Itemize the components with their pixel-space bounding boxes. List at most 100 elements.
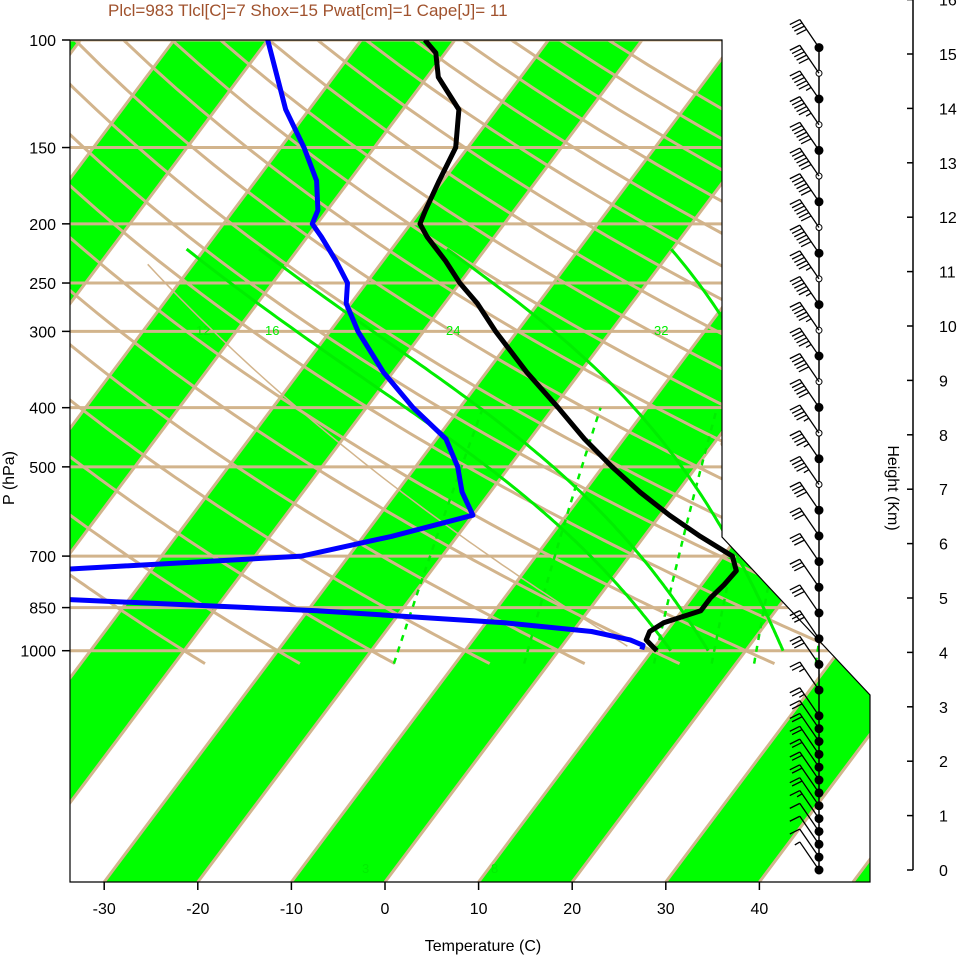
profile-layer <box>70 40 739 653</box>
x-tick-label: 10 <box>470 901 488 918</box>
wind-barb-shaft <box>799 828 820 858</box>
wind-barb-flag <box>789 224 801 231</box>
wind-barb <box>789 725 820 755</box>
wind-barb-flag <box>794 76 805 84</box>
height-tick-label: 12 <box>939 210 957 227</box>
wind-barb-flag <box>798 391 810 399</box>
height-tick-label: 11 <box>939 265 956 282</box>
mixing-ratio-label: 3 <box>362 861 369 876</box>
wind-barb-flag <box>794 51 805 58</box>
wind-level-marker <box>814 248 824 258</box>
wind-barb-flag <box>794 282 805 289</box>
dry-adiabat <box>219 40 870 666</box>
wind-barb-flag <box>789 147 801 154</box>
wind-barb-flag <box>791 703 803 710</box>
wind-barb-shaft <box>799 584 820 614</box>
wind-barb <box>789 481 820 511</box>
wind-barb <box>789 96 820 126</box>
wind-barb-shaft <box>799 713 820 742</box>
wind-barb <box>789 661 820 691</box>
wind-barb-flag <box>789 635 801 642</box>
wind-barb <box>789 764 820 794</box>
wind-barb-flag <box>794 231 805 238</box>
wind-barb <box>789 751 820 781</box>
wind-barb-flag <box>796 491 807 498</box>
wind-barb-shaft <box>799 777 820 807</box>
wind-barb-flag <box>791 433 803 440</box>
wind-barb-flag <box>789 70 801 77</box>
pressure-tick-label: 150 <box>29 141 56 158</box>
wind-barb-flag <box>794 513 805 521</box>
x-tick-label: -20 <box>186 901 209 918</box>
wind-barb-flag <box>789 327 801 334</box>
wind-barb-flag <box>789 198 801 206</box>
wind-barb-flag <box>789 815 801 822</box>
wind-barb-shaft <box>799 44 820 74</box>
wind-barb-flag <box>800 241 812 248</box>
parcel-trace <box>147 263 628 647</box>
pressure-tick-label: 1000 <box>20 644 56 661</box>
wind-barb-flag <box>789 18 801 26</box>
wind-barb <box>789 712 820 742</box>
wind-barb-shaft <box>799 533 820 562</box>
x-tick-label: -30 <box>93 901 116 918</box>
dry-adiabat <box>70 40 396 665</box>
wind-barb-shaft <box>799 224 820 254</box>
wind-barb-flag <box>791 47 803 55</box>
wind-barb-flag <box>791 690 803 697</box>
height-tick-label: 10 <box>939 319 957 336</box>
wind-barb-flag <box>789 661 801 668</box>
wind-barb-flag <box>791 407 803 414</box>
wind-barb-flag <box>796 337 807 344</box>
wind-barb <box>789 700 820 730</box>
wind-barb-flag <box>796 208 807 215</box>
dry-adiabat <box>170 40 870 666</box>
wind-barb <box>789 173 820 203</box>
wind-barb-flag <box>789 712 801 720</box>
wind-barb-flag <box>789 455 801 463</box>
height-tick-label: 2 <box>939 754 948 771</box>
axes-layer: -30 -20 -10 0 10 20 30 401001502002503004005007… <box>20 0 957 918</box>
wind-barb <box>789 507 820 537</box>
wind-barb <box>789 404 820 434</box>
wind-barb-shaft <box>799 700 820 730</box>
wind-barb-flag <box>800 215 812 222</box>
wind-barb-shaft <box>799 790 820 819</box>
wind-barb-flag <box>798 186 810 193</box>
isotherm-line <box>70 40 269 882</box>
pressure-tick-label: 250 <box>29 276 56 293</box>
wind-barb <box>789 584 820 614</box>
wind-barb <box>789 789 820 819</box>
isotherm-line <box>664 40 870 882</box>
dry-adiabat <box>70 40 681 665</box>
wind-barb-flag <box>789 353 801 360</box>
pressure-tick-label: 300 <box>29 324 56 341</box>
wind-barb-flag <box>798 289 810 296</box>
y-axis-label: P (hPa) <box>1 451 18 505</box>
wind-barb-flag <box>791 330 803 337</box>
wind-barb-flag <box>791 716 803 723</box>
dry-adiabat <box>70 40 206 665</box>
isotherm-band <box>70 40 455 882</box>
wind-barb-flag <box>794 205 805 212</box>
wind-barb <box>789 777 820 807</box>
isotherm-line <box>571 40 870 882</box>
wind-barb-flag <box>798 340 810 347</box>
wind-barb-flag <box>789 532 801 540</box>
wind-barb-flag <box>789 301 801 308</box>
wind-barb <box>789 687 820 717</box>
wind-barb-flag <box>798 109 810 116</box>
wind-barb-flag <box>789 430 801 437</box>
wind-barb-flag <box>794 539 805 546</box>
dry-adiabat <box>70 40 776 665</box>
wind-barb-flag <box>794 590 805 598</box>
wind-barb-flag <box>794 256 805 264</box>
wind-barb-shaft <box>799 456 820 485</box>
moist-adiabat <box>446 247 785 652</box>
height-tick-label: 13 <box>939 156 957 173</box>
wind-barb-flag <box>794 616 805 623</box>
wind-barb-flag <box>796 260 807 267</box>
wind-barb <box>789 815 820 845</box>
wind-barb-flag <box>798 237 810 244</box>
